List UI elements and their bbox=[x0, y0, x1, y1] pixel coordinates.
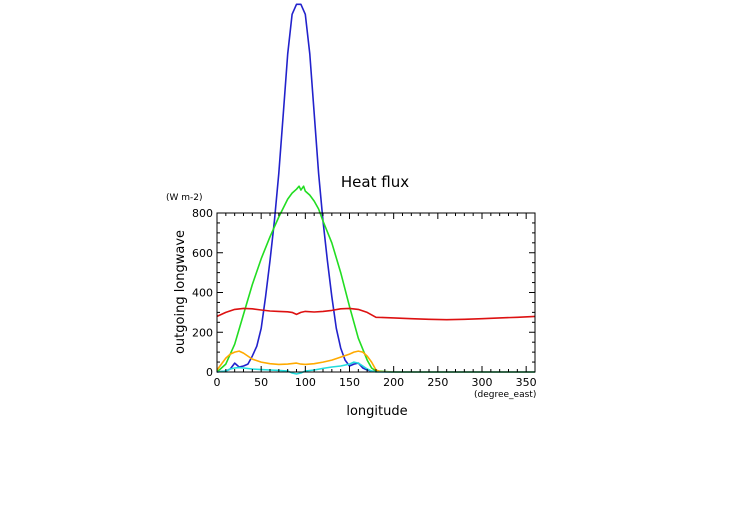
series-line-4 bbox=[216, 350, 535, 373]
plot-frame bbox=[216, 212, 536, 373]
x-tick-label: 200 bbox=[383, 376, 404, 389]
x-unit-label: (degree_east) bbox=[474, 390, 536, 400]
x-tick-label: 250 bbox=[427, 376, 448, 389]
y-axis-title: outgoing longwave bbox=[173, 230, 188, 354]
series-line-5 bbox=[216, 361, 535, 375]
series-line-1 bbox=[216, 3, 535, 373]
x-tick-label: 350 bbox=[516, 376, 537, 389]
y-tick-label: 600 bbox=[192, 247, 213, 260]
y-tick-label: 0 bbox=[206, 366, 213, 379]
x-tick-label: 100 bbox=[295, 376, 316, 389]
x-tick-label: 50 bbox=[254, 376, 268, 389]
series-layer bbox=[216, 3, 536, 375]
y-unit-label: (W m-2) bbox=[166, 193, 203, 203]
chart-title: Heat flux bbox=[341, 173, 409, 191]
x-tick-label: 0 bbox=[214, 376, 221, 389]
x-axis-title: longitude bbox=[346, 404, 407, 419]
series-line-3 bbox=[216, 307, 536, 321]
y-tick-label: 800 bbox=[192, 207, 213, 220]
tick-layer: 0 50 100 150 200 250 300 350 0 200 400 600 800 bbox=[192, 207, 537, 389]
series-line-2 bbox=[216, 185, 535, 373]
x-tick-label: 300 bbox=[472, 376, 493, 389]
y-tick-label: 400 bbox=[192, 287, 213, 300]
y-tick-label: 200 bbox=[192, 326, 213, 339]
x-tick-label: 150 bbox=[339, 376, 360, 389]
